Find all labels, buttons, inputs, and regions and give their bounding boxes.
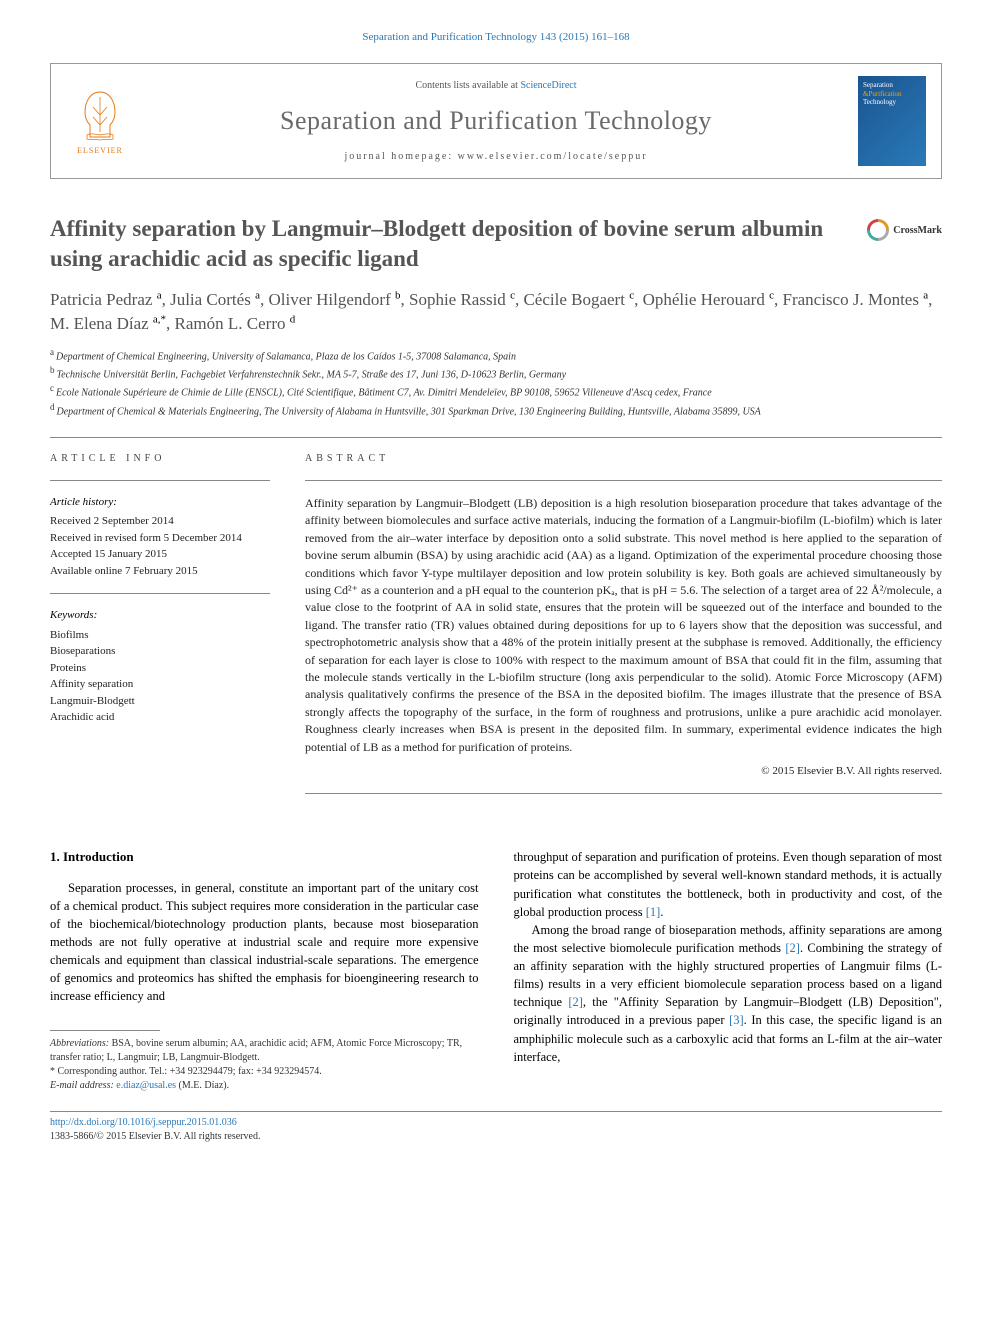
cover-line3: Technology — [863, 98, 921, 106]
elsevier-label: ELSEVIER — [77, 145, 123, 156]
corresponding-footnote: * Corresponding author. Tel.: +34 923294… — [50, 1065, 479, 1079]
header-center: Contents lists available at ScienceDirec… — [149, 79, 843, 163]
affiliation-b: bTechnische Universität Berlin, Fachgebi… — [50, 364, 942, 382]
page-footer: http://dx.doi.org/10.1016/j.seppur.2015.… — [50, 1116, 942, 1144]
header-citation[interactable]: Separation and Purification Technology 1… — [50, 30, 942, 45]
journal-name: Separation and Purification Technology — [149, 103, 843, 139]
email-suffix: (M.E. Díaz). — [176, 1080, 229, 1091]
journal-header-box: ELSEVIER Contents lists available at Sci… — [50, 63, 942, 179]
ref-link-3[interactable]: [3] — [729, 1013, 744, 1027]
abbrev-text: BSA, bovine serum albumin; AA, arachidic… — [50, 1038, 462, 1063]
footnotes: Abbreviations: BSA, bovine serum albumin… — [50, 1037, 479, 1093]
para2-pre: throughput of separation and purificatio… — [514, 850, 943, 918]
article-title: Affinity separation by Langmuir–Blodgett… — [50, 214, 942, 274]
issn-copyright: 1383-5866/© 2015 Elsevier B.V. All right… — [50, 1131, 260, 1142]
affiliation-d: dDepartment of Chemical & Materials Engi… — [50, 401, 942, 419]
affiliation-a: aDepartment of Chemical Engineering, Uni… — [50, 346, 942, 364]
article-info-column: ARTICLE INFO Article history: Received 2… — [50, 452, 270, 808]
homepage-prefix: journal homepage: — [344, 151, 457, 162]
abbrev-footnote: Abbreviations: BSA, bovine serum albumin… — [50, 1037, 479, 1065]
cover-line1: Separation — [863, 81, 921, 89]
info-abstract-row: ARTICLE INFO Article history: Received 2… — [50, 452, 942, 808]
intro-para-1: Separation processes, in general, consti… — [50, 879, 479, 1006]
ref-link-2[interactable]: [2] — [785, 941, 800, 955]
affiliation-c: cEcole Nationale Supérieure de Chimie de… — [50, 382, 942, 400]
cover-line2: &Purification — [863, 90, 921, 98]
corr-text: Tel.: +34 923294479; fax: +34 923294574. — [149, 1066, 322, 1077]
page-footer-divider — [50, 1111, 942, 1112]
para2-post: . — [660, 905, 663, 919]
footnote-divider — [50, 1030, 160, 1031]
crossmark-label: CrossMark — [893, 224, 942, 237]
abstract-text: Affinity separation by Langmuir–Blodgett… — [305, 495, 942, 756]
abstract-divider-bottom — [305, 793, 942, 794]
email-footnote: E-mail address: e.diaz@usal.es (M.E. Día… — [50, 1079, 479, 1093]
sciencedirect-link[interactable]: ScienceDirect — [520, 80, 576, 91]
contents-lists-line: Contents lists available at ScienceDirec… — [149, 79, 843, 93]
abstract-heading: ABSTRACT — [305, 452, 942, 466]
info-divider-2 — [50, 593, 270, 594]
elsevier-logo[interactable]: ELSEVIER — [66, 81, 134, 161]
history-text: Received 2 September 2014Received in rev… — [50, 513, 270, 579]
crossmark-badge[interactable]: CrossMark — [867, 219, 942, 241]
corr-label: * Corresponding author. — [50, 1066, 149, 1077]
abstract-divider — [305, 480, 942, 481]
body-two-columns: 1. Introduction Separation processes, in… — [50, 848, 942, 1093]
intro-para-3: Among the broad range of bioseparation m… — [514, 921, 943, 1066]
intro-para-2: throughput of separation and purificatio… — [514, 848, 943, 921]
history-label: Article history: — [50, 495, 270, 510]
elsevier-tree-icon — [75, 87, 125, 142]
body-left-column: 1. Introduction Separation processes, in… — [50, 848, 479, 1093]
introduction-heading: 1. Introduction — [50, 848, 479, 866]
doi-link[interactable]: http://dx.doi.org/10.1016/j.seppur.2015.… — [50, 1117, 237, 1128]
ref-link-1[interactable]: [1] — [646, 905, 661, 919]
email-link[interactable]: e.diaz@usal.es — [116, 1080, 176, 1091]
divider — [50, 437, 942, 438]
abstract-copyright: © 2015 Elsevier B.V. All rights reserved… — [305, 764, 942, 779]
body-right-column: throughput of separation and purificatio… — [514, 848, 943, 1093]
affiliations-block: aDepartment of Chemical Engineering, Uni… — [50, 346, 942, 419]
contents-prefix: Contents lists available at — [415, 80, 520, 91]
crossmark-icon — [867, 219, 889, 241]
article-title-text: Affinity separation by Langmuir–Blodgett… — [50, 216, 823, 271]
article-info-heading: ARTICLE INFO — [50, 452, 270, 466]
ref-link-2b[interactable]: [2] — [568, 995, 583, 1009]
homepage-url[interactable]: www.elsevier.com/locate/seppur — [458, 151, 648, 162]
email-label: E-mail address: — [50, 1080, 116, 1091]
keywords-label: Keywords: — [50, 608, 270, 623]
abbrev-label: Abbreviations: — [50, 1038, 109, 1049]
journal-homepage-line: journal homepage: www.elsevier.com/locat… — [149, 150, 843, 164]
journal-cover-thumbnail[interactable]: Separation &Purification Technology — [858, 76, 926, 166]
info-divider — [50, 480, 270, 481]
author-list: Patricia Pedraz a, Julia Cortés a, Olive… — [50, 288, 942, 336]
abstract-column: ABSTRACT Affinity separation by Langmuir… — [305, 452, 942, 808]
keywords-text: BiofilmsBioseparationsProteinsAffinity s… — [50, 627, 270, 726]
